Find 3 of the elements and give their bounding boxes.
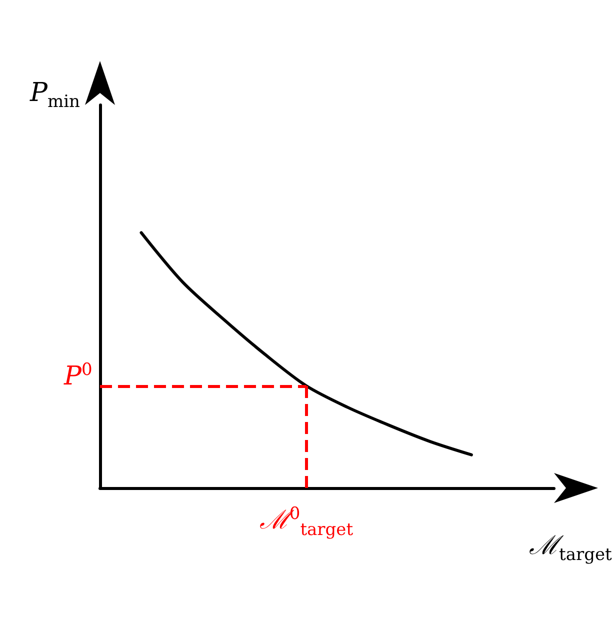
x-axis-title: ℳ$_{target}$ (529, 531, 612, 566)
ref-line-label: P$^{0}$ (64, 360, 92, 392)
y-axis-title: P$_{min}$ (30, 78, 80, 112)
